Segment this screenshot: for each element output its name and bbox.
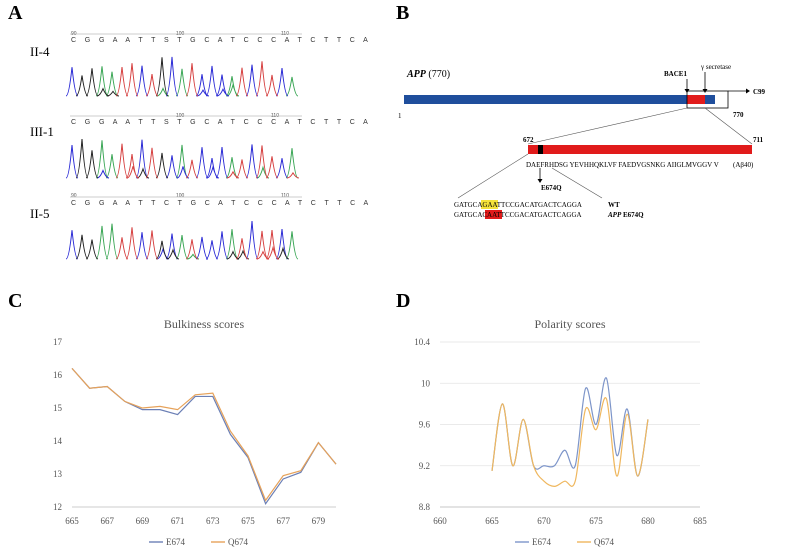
x-tick-670: 670 bbox=[537, 516, 551, 526]
chart-title: Polarity scores bbox=[535, 317, 606, 331]
polarity-chart: Polarity scores 8.8 9.2 9.6 10 10.4 660 665 670 6… bbox=[414, 317, 707, 547]
x-tick-665: 665 bbox=[485, 516, 499, 526]
y-tick-13: 13 bbox=[53, 469, 63, 479]
legend-label-q674: Q674 bbox=[228, 537, 248, 547]
position-90-3: 90 bbox=[71, 193, 77, 199]
chromatogram-peaks-t-2 bbox=[115, 143, 300, 179]
abeta-peptide-bar bbox=[528, 145, 752, 154]
trace-label-2: III-1 bbox=[30, 124, 54, 139]
series-line-e674 bbox=[71, 368, 337, 505]
series-line-q674 bbox=[71, 368, 337, 502]
chromatogram-peaks-a-3 bbox=[95, 223, 299, 260]
sequence-text-3: C G G A A T T C T G C A T C C C A T C T … bbox=[71, 200, 372, 207]
y-tick-15: 15 bbox=[53, 403, 63, 413]
y-tick-9.2: 9.2 bbox=[419, 461, 430, 471]
x-tick-675: 675 bbox=[589, 516, 603, 526]
gamma-secretase-label: γ secretase bbox=[700, 63, 731, 71]
chromatogram-peaks-a-2 bbox=[95, 140, 299, 179]
chromatogram-peaks-g-3 bbox=[75, 234, 290, 260]
x-tick-665: 665 bbox=[65, 516, 79, 526]
trace-label-3: II-5 bbox=[30, 206, 50, 221]
x-tick-667: 667 bbox=[100, 516, 114, 526]
wt-codon-highlight bbox=[481, 200, 498, 209]
y-tick-12: 12 bbox=[53, 502, 62, 512]
chromatogram-peaks-c-1 bbox=[65, 56, 289, 97]
app-label: APP (770) bbox=[406, 69, 450, 80]
legend-label-e674: E674 bbox=[532, 537, 551, 547]
x-tick-660: 660 bbox=[433, 516, 447, 526]
position-110-3: 110 bbox=[281, 193, 289, 199]
chromatogram-traces bbox=[65, 33, 302, 260]
x-tick-677: 677 bbox=[276, 516, 290, 526]
chromatogram-peaks-c-2 bbox=[65, 139, 289, 179]
bace1-label: BACE1 bbox=[664, 70, 687, 78]
x-tick-679: 679 bbox=[312, 516, 326, 526]
mutation-label: E674Q bbox=[541, 184, 562, 192]
chromatogram-peaks-g-1 bbox=[75, 57, 169, 97]
app-protein-bar bbox=[404, 95, 687, 104]
bulkiness-chart: Bulkiness scores 12 13 14 15 16 17 665 667 669 671… bbox=[53, 317, 337, 547]
chromatogram-peaks-t-3 bbox=[115, 227, 280, 260]
abeta-sequence: DAEFRHDSG YEVHHQKLVF FAEDVGSNKG AIIGLMVG… bbox=[526, 161, 719, 169]
chromatogram-peaks-g-2 bbox=[75, 138, 169, 179]
chromatogram-peaks-t-1 bbox=[115, 61, 279, 97]
y-tick-10: 10 bbox=[421, 378, 431, 388]
chart-title: Bulkiness scores bbox=[164, 317, 245, 331]
abeta-region-bar bbox=[687, 95, 705, 104]
mutation-site-mark bbox=[538, 145, 543, 154]
x-tick-669: 669 bbox=[136, 516, 150, 526]
panel-letter-c: C bbox=[8, 290, 23, 312]
x-tick-685: 685 bbox=[693, 516, 707, 526]
x-tick-671: 671 bbox=[171, 516, 185, 526]
c99-box bbox=[686, 90, 729, 109]
mut-codon-highlight bbox=[485, 210, 502, 219]
legend-label-q674: Q674 bbox=[594, 537, 614, 547]
mutant-label: APP E674Q bbox=[607, 211, 644, 219]
sequence-text-1: C G G A A T T S T G C A T C C C A T C T … bbox=[71, 37, 372, 44]
end-residue: 770 bbox=[733, 111, 744, 119]
c99-label: C99 bbox=[753, 88, 766, 96]
panel-letter-d: D bbox=[396, 290, 411, 312]
position-100-3: 100 bbox=[176, 193, 185, 199]
y-tick-16: 16 bbox=[53, 370, 63, 380]
y-tick-10.4: 10.4 bbox=[414, 337, 430, 347]
wt-dna-sequence: GATGCAGAATTCCGACATGACTCAGGA bbox=[454, 201, 582, 209]
abeta-start-residue: 672 bbox=[523, 136, 534, 144]
start-residue: 1 bbox=[398, 112, 402, 120]
x-tick-673: 673 bbox=[206, 516, 220, 526]
chromatogram-peaks-a-1 bbox=[95, 66, 299, 97]
app-schematic: APP (770) 1 770 BACE1 γ secretase C99 67… bbox=[398, 63, 766, 219]
legend-label-e674: E674 bbox=[166, 537, 185, 547]
panel-letter-b: B bbox=[396, 2, 410, 24]
panel-letter-a: A bbox=[8, 2, 23, 24]
mutant-dna-sequence: GATGCACAATTCCGACATGACTCAGGA bbox=[454, 211, 582, 219]
wt-label: WT bbox=[608, 201, 620, 209]
y-tick-17: 17 bbox=[53, 337, 63, 347]
trace-label-1: II-4 bbox=[30, 44, 50, 59]
series-line-q674 bbox=[491, 397, 649, 487]
abeta40-label: (Aβ40) bbox=[733, 161, 754, 169]
x-tick-680: 680 bbox=[641, 516, 655, 526]
sequence-text-2: C G G A A T T S T G C A T C C C A T C T … bbox=[71, 119, 372, 126]
app-c-terminal-bar bbox=[705, 95, 715, 104]
y-tick-14: 14 bbox=[53, 436, 63, 446]
y-tick-9.6: 9.6 bbox=[419, 420, 431, 430]
chromatogram-peaks-c-3 bbox=[65, 221, 289, 260]
x-tick-675: 675 bbox=[241, 516, 255, 526]
abeta-end-residue: 711 bbox=[753, 136, 764, 144]
y-tick-8.8: 8.8 bbox=[419, 502, 431, 512]
